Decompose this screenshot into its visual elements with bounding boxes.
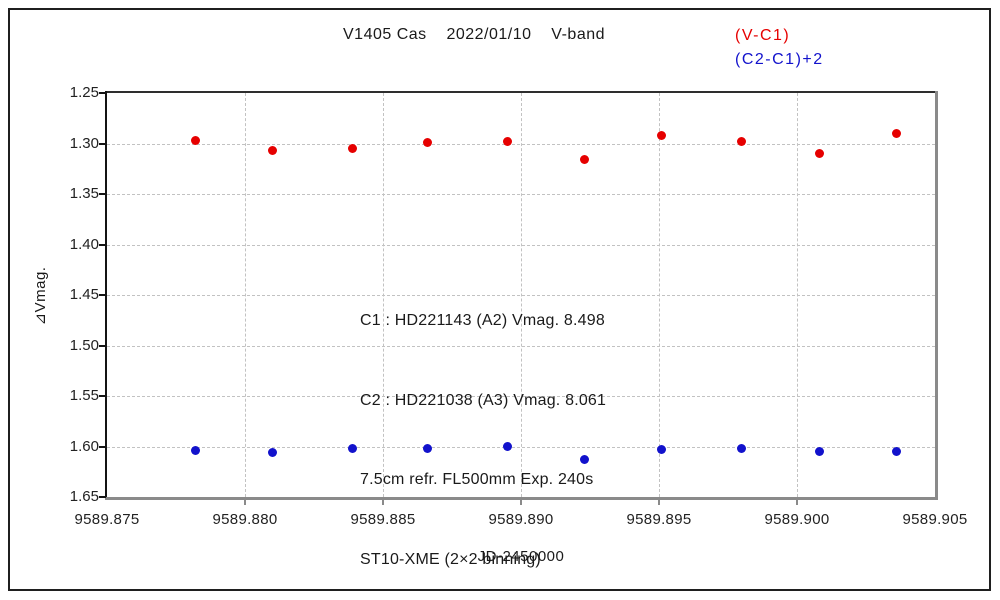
gridline-vertical <box>521 93 522 497</box>
scatter-point-blue <box>737 444 747 454</box>
gridline-vertical <box>659 93 660 497</box>
x-axis-tick <box>520 500 522 505</box>
x-tick-label: 9589.905 <box>902 511 968 528</box>
annotation-block: C1 : HD221143 (A2) Vmag. 8.498 C2 : HD22… <box>360 255 606 600</box>
plot-frame-top <box>105 91 938 93</box>
y-tick-label: 1.30 <box>69 134 99 152</box>
x-tick-label: 9589.900 <box>764 511 830 528</box>
scatter-point-blue <box>814 447 824 457</box>
x-tick-label: 9589.880 <box>212 511 278 528</box>
scatter-point-red <box>502 136 512 146</box>
x-axis-line <box>105 497 938 500</box>
plot-frame-right <box>935 91 938 500</box>
gridline-vertical <box>383 93 384 497</box>
y-axis-tick <box>99 445 106 448</box>
y-axis-tick <box>99 193 106 195</box>
scatter-point-red <box>268 146 278 156</box>
y-axis-tick <box>99 142 106 145</box>
y-tick-label: 1.50 <box>69 336 99 354</box>
y-tick-label: 1.45 <box>69 286 99 303</box>
x-axis-tick <box>658 500 660 505</box>
y-tick-label: 1.65 <box>69 488 99 505</box>
scatter-point-blue <box>422 444 432 454</box>
y-axis-tick <box>99 92 106 94</box>
x-axis-tick <box>244 500 246 505</box>
gridline-vertical <box>797 93 798 497</box>
x-tick-label: 9589.895 <box>626 511 692 528</box>
x-tick-label: 9589.890 <box>488 511 554 528</box>
scatter-point-blue <box>657 445 667 455</box>
outer-border <box>8 8 991 591</box>
y-axis-line <box>105 91 107 500</box>
y-axis-tick <box>99 395 106 397</box>
annotation-line-instrument: 7.5cm refr. FL500mm Exp. 240s <box>360 471 594 488</box>
y-tick-label: 1.35 <box>69 185 99 202</box>
scatter-point-red <box>657 130 667 140</box>
y-tick-label: 1.55 <box>69 387 99 404</box>
y-axis-tick <box>99 496 106 498</box>
scatter-point-blue <box>502 442 512 451</box>
legend-entry-c2-c1: (C2-C1)+2 <box>735 51 824 68</box>
scatter-point-blue <box>268 448 278 458</box>
scatter-point-red <box>891 128 901 138</box>
scatter-point-red <box>348 144 358 154</box>
y-tick-label: 1.25 <box>69 84 99 101</box>
scatter-point-red <box>579 155 589 165</box>
x-axis-tick <box>796 500 798 505</box>
x-tick-label: 9589.875 <box>74 511 140 528</box>
y-axis-tick <box>99 344 106 347</box>
scatter-point-blue <box>579 455 589 465</box>
scatter-point-red <box>422 137 432 147</box>
scatter-point-red <box>190 135 200 145</box>
scatter-point-blue <box>348 444 358 454</box>
legend-entry-v-c1: (V-C1) <box>735 27 791 44</box>
y-axis-tick <box>99 243 106 246</box>
scatter-point-blue <box>891 447 901 457</box>
x-axis-title: JD-2450000 <box>477 548 565 565</box>
y-tick-label: 1.60 <box>69 437 99 455</box>
gridline-vertical <box>245 93 246 497</box>
scatter-point-red <box>814 149 824 159</box>
annotation-line-camera: ST10-XME (2×2 binning) <box>360 550 541 568</box>
annotation-line-c1: C1 : HD221143 (A2) Vmag. 8.498 <box>360 312 605 329</box>
x-axis-tick <box>382 500 384 505</box>
scatter-point-red <box>737 136 747 146</box>
annotation-line-c2: C2 : HD221038 (A3) Vmag. 8.061 <box>360 391 607 409</box>
y-axis-tick <box>99 294 106 296</box>
chart-title: V1405 Cas 2022/01/10 V-band <box>342 26 606 43</box>
y-tick-label: 1.40 <box>69 235 99 253</box>
y-axis-title: ⊿Vmag. <box>32 266 49 326</box>
scatter-point-blue <box>190 446 200 456</box>
x-tick-label: 9589.885 <box>350 511 416 528</box>
